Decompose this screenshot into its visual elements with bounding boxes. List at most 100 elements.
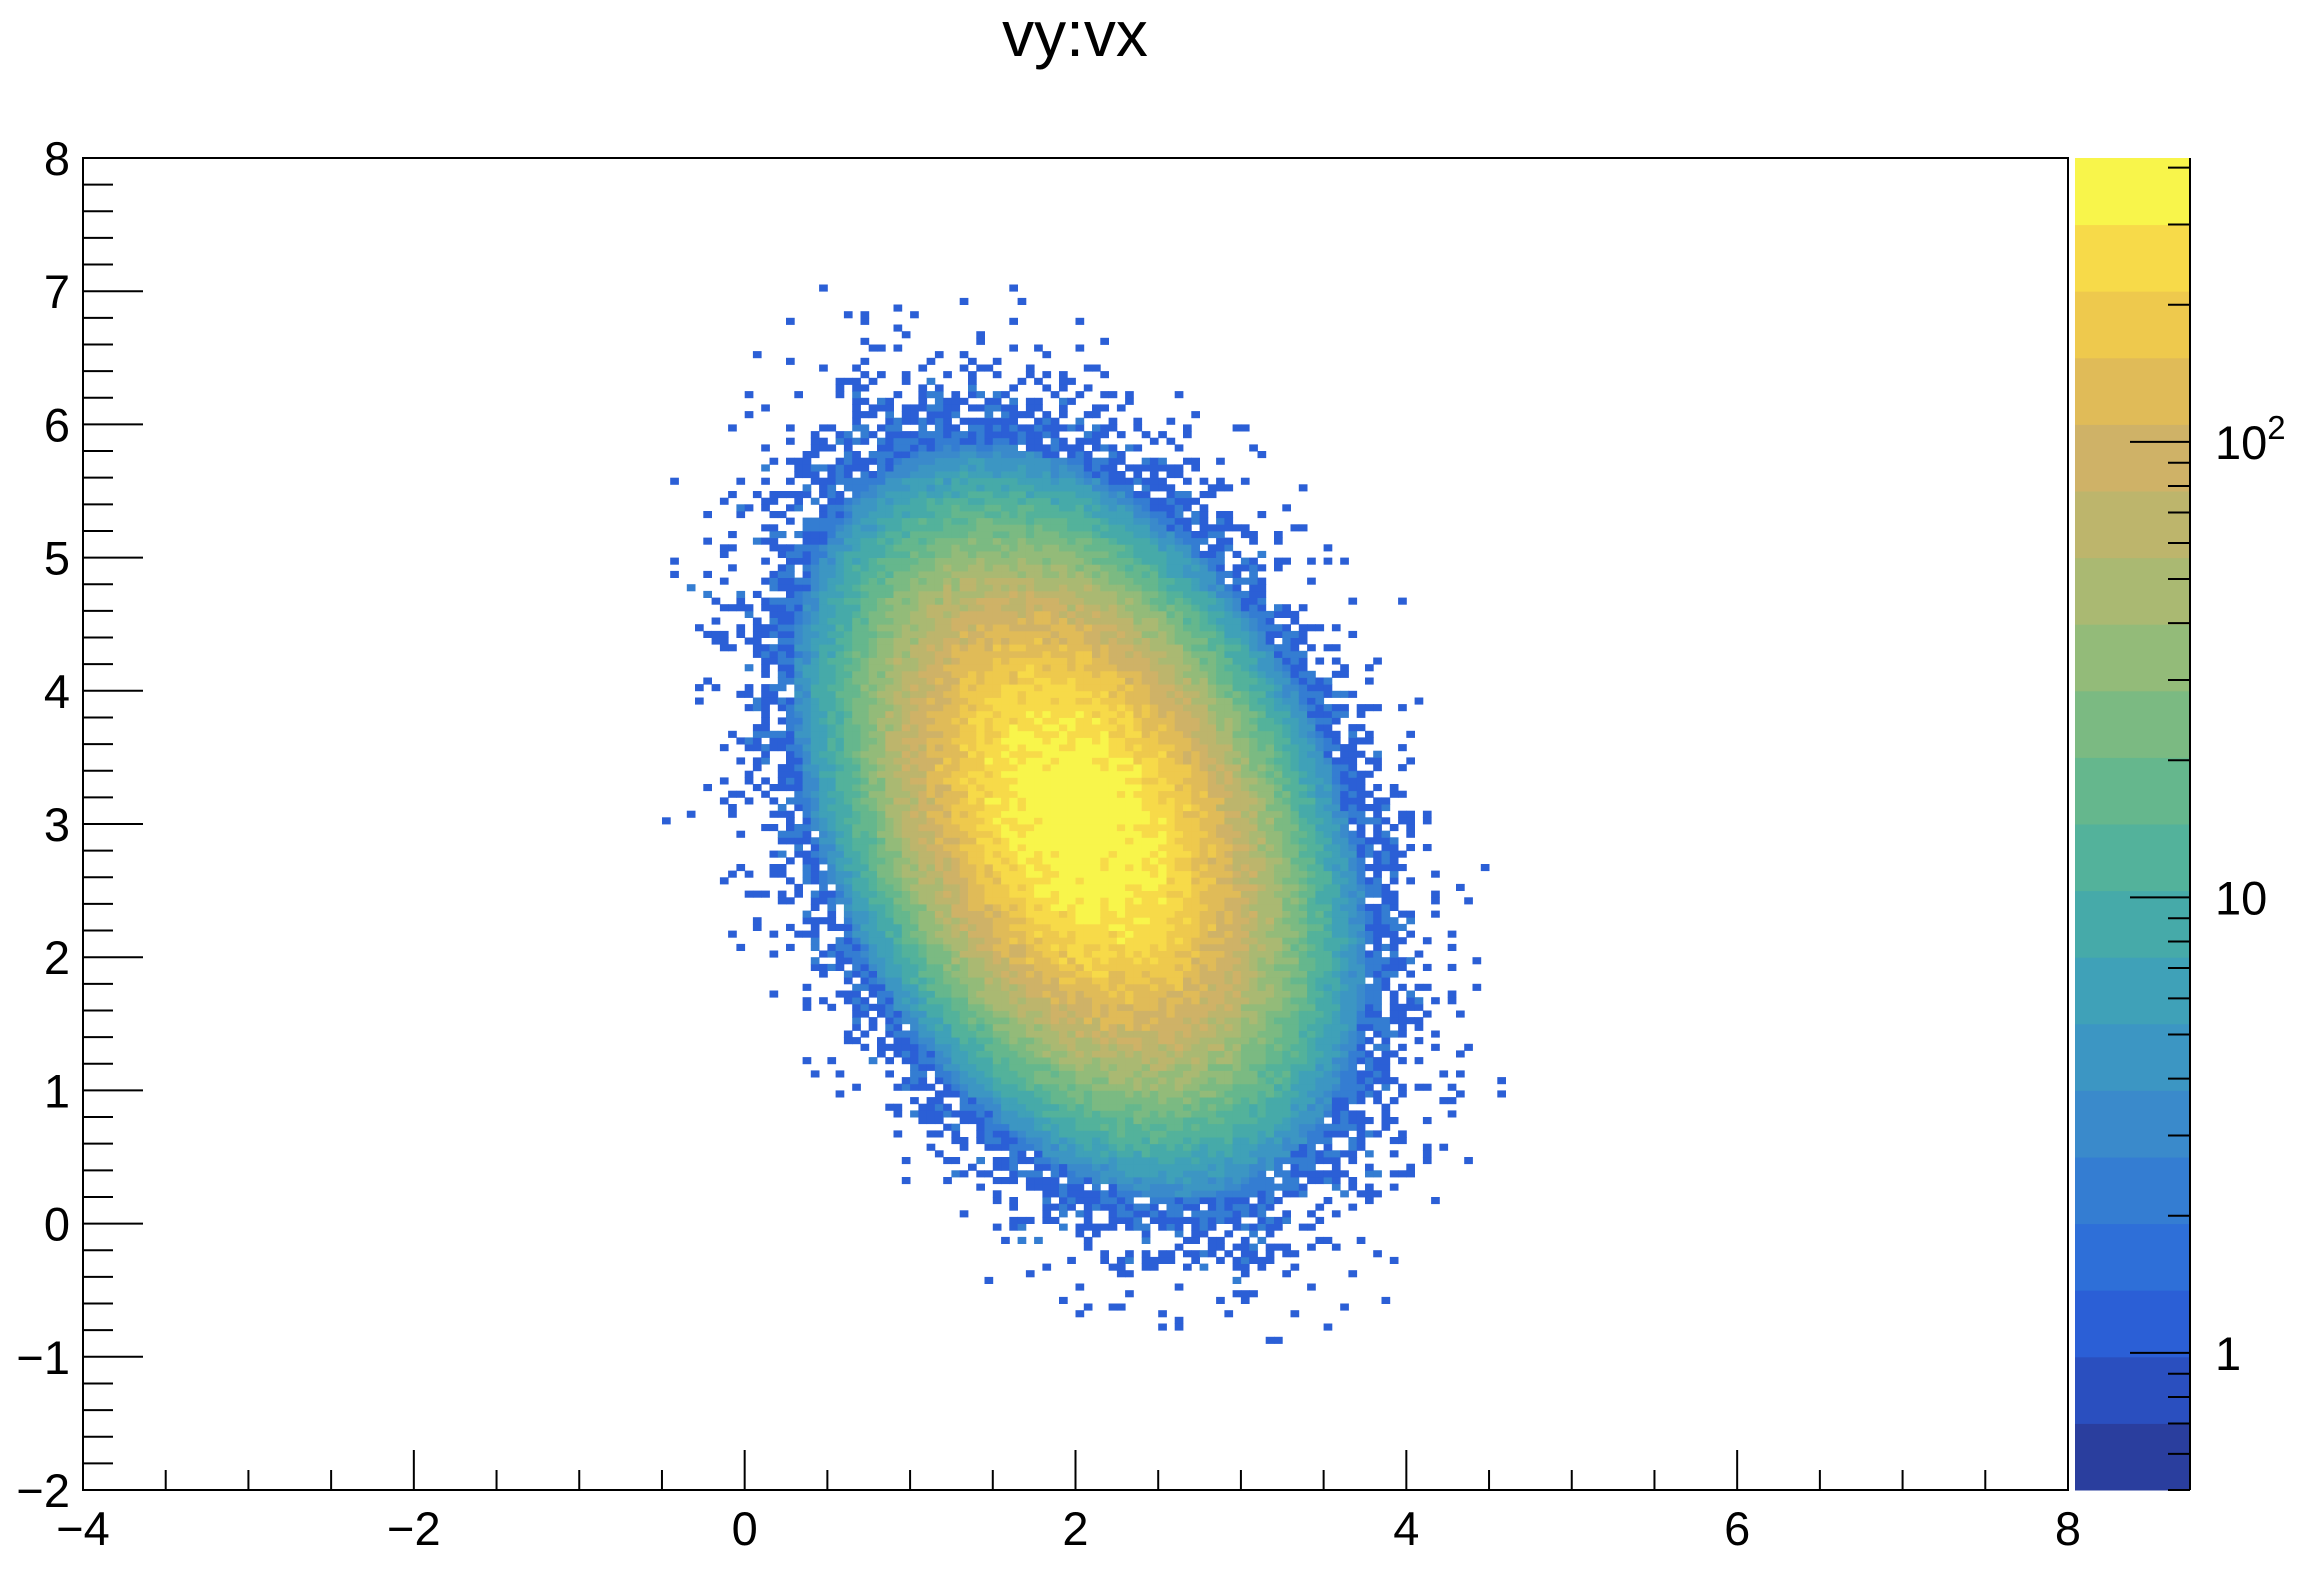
heatmap-cell [877,424,886,432]
heatmap-cell [1025,604,1035,612]
heatmap-cell [926,1030,936,1038]
heatmap-cell [976,950,985,958]
heatmap-cell [1059,764,1068,772]
heatmap-cell [868,550,878,558]
heatmap-cell [1116,1256,1126,1264]
heatmap-cell [860,764,870,772]
heatmap-cell [1125,1090,1134,1098]
heatmap-cell [1059,411,1068,419]
heatmap-cell [959,977,969,985]
heatmap-cell [1100,644,1109,652]
heatmap-cell [1001,1236,1010,1244]
heatmap-cell [802,677,812,685]
heatmap-cell [819,584,828,592]
heatmap-cell [1141,690,1151,698]
heatmap-cell [860,424,870,432]
heatmap-cell [1125,1137,1134,1145]
heatmap-cell [1092,690,1101,698]
heatmap-cell [1141,491,1151,499]
heatmap-cell [1059,744,1068,752]
heatmap-cell [1075,650,1085,658]
heatmap-cell [901,790,911,798]
heatmap-cell [976,997,985,1005]
heatmap-cell [1001,857,1010,865]
heatmap-cell [1125,844,1134,852]
heatmap-cell [1141,1003,1151,1011]
heatmap-cell [1092,404,1101,412]
heatmap-cell [943,857,952,865]
heatmap-cell [1025,790,1035,798]
heatmap-cell [951,564,961,572]
heatmap-cell [926,717,936,725]
heatmap-cell [901,1003,911,1011]
heatmap-cell [1001,970,1010,978]
heatmap-cell [968,444,977,452]
heatmap-cell [1108,717,1118,725]
heatmap-cell [901,797,911,805]
heatmap-cell [1042,1057,1052,1065]
heatmap-cell [1075,617,1085,625]
heatmap-cell [1149,817,1159,825]
heatmap-cell [1083,937,1093,945]
heatmap-cell [877,604,886,612]
heatmap-cell [1116,810,1126,818]
heatmap-cell [943,1103,952,1111]
heatmap-cell [843,903,853,911]
heatmap-cell [1092,977,1101,985]
heatmap-cell [1149,1177,1159,1185]
heatmap-cell [728,644,737,652]
heatmap-cell [1050,950,1060,958]
heatmap-cell [984,1023,994,1031]
heatmap-cell [1042,1070,1052,1078]
heatmap-cell [959,604,969,612]
heatmap-cell [1141,717,1151,725]
heatmap-cell [1116,531,1126,539]
heatmap-cell [918,1010,928,1018]
heatmap-cell [1025,857,1035,865]
heatmap-cell [777,610,787,618]
heatmap-cell [1034,744,1043,752]
heatmap-cell [1025,491,1035,499]
heatmap-cell [1050,1030,1060,1038]
heatmap-cell [1001,710,1010,718]
heatmap-cell [769,537,779,545]
heatmap-cell [893,1103,903,1111]
heatmap-cell [1141,704,1151,712]
heatmap-cell [1042,950,1052,958]
heatmap-cell [1001,797,1010,805]
heatmap-cell [910,451,919,459]
heatmap-cell [1141,917,1151,925]
heatmap-cell [802,690,812,698]
heatmap-cell [868,504,878,512]
heatmap-cell [885,417,894,425]
heatmap-cell [1059,970,1068,978]
heatmap-cell [943,957,952,965]
heatmap-cell [1133,990,1143,998]
heatmap-cell [1083,777,1093,785]
heatmap-cell [1133,1137,1143,1145]
heatmap-cell [1017,790,1027,798]
heatmap-cell [1042,1010,1052,1018]
heatmap-cell [1116,657,1126,665]
heatmap-cell [918,477,928,485]
heatmap-cell [1025,824,1035,832]
heatmap-cell [1125,1210,1134,1218]
heatmap-cell [1034,1150,1043,1158]
heatmap-cell [794,497,803,505]
heatmap-cell [885,684,894,692]
heatmap-cell [860,550,870,558]
heatmap-cell [860,837,870,845]
heatmap-cell [943,404,952,412]
heatmap-cell [984,497,994,505]
heatmap-cell [992,850,1002,858]
heatmap-cell [1042,837,1052,845]
heatmap-cell [910,910,919,918]
heatmap-cell [959,564,969,572]
heatmap-cell [1001,1137,1010,1145]
heatmap-cell [835,544,845,552]
heatmap-cell [1025,1110,1035,1118]
heatmap-cell [1067,377,1076,385]
heatmap-cell [843,517,853,525]
heatmap-cell [777,617,787,625]
heatmap-cell [1133,770,1143,778]
